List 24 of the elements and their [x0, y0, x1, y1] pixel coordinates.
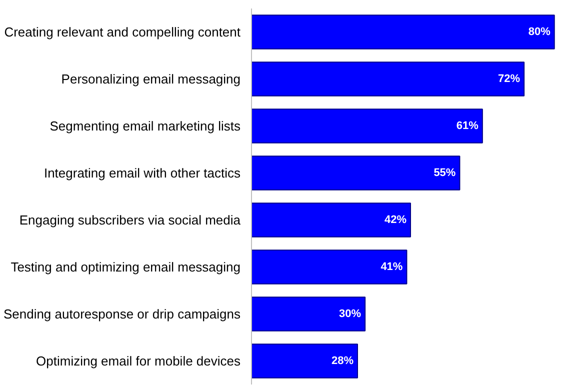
data-label: 28%	[331, 355, 354, 367]
bar	[252, 62, 525, 96]
data-label: 55%	[434, 167, 456, 179]
y-tick-label: Segmenting email marketing lists	[50, 118, 241, 134]
bar	[252, 250, 408, 284]
y-tick-label: Integrating email with other tactics	[44, 166, 241, 180]
y-tick-label: Optimizing email for mobile devices	[36, 354, 241, 368]
data-label: 30%	[339, 308, 362, 320]
y-tick-label: Testing and optimizing email messaging	[10, 260, 241, 274]
y-tick-label: Personalizing email messaging	[61, 72, 240, 86]
bar	[252, 156, 460, 190]
data-label: 41%	[380, 261, 403, 273]
data-label: 61%	[456, 120, 479, 132]
data-label: 72%	[498, 73, 520, 85]
bar	[252, 344, 358, 378]
y-tick-label: Engaging subscribers via social media	[19, 212, 242, 228]
bar	[252, 296, 366, 332]
data-label: 42%	[384, 214, 407, 226]
bar	[252, 14, 555, 50]
data-label: 80%	[528, 26, 551, 38]
bar	[252, 108, 483, 144]
bar	[252, 202, 411, 238]
y-tick-label: Sending autoresponse or drip campaigns	[3, 306, 241, 322]
y-tick-label: Creating relevant and compelling content	[4, 24, 241, 40]
